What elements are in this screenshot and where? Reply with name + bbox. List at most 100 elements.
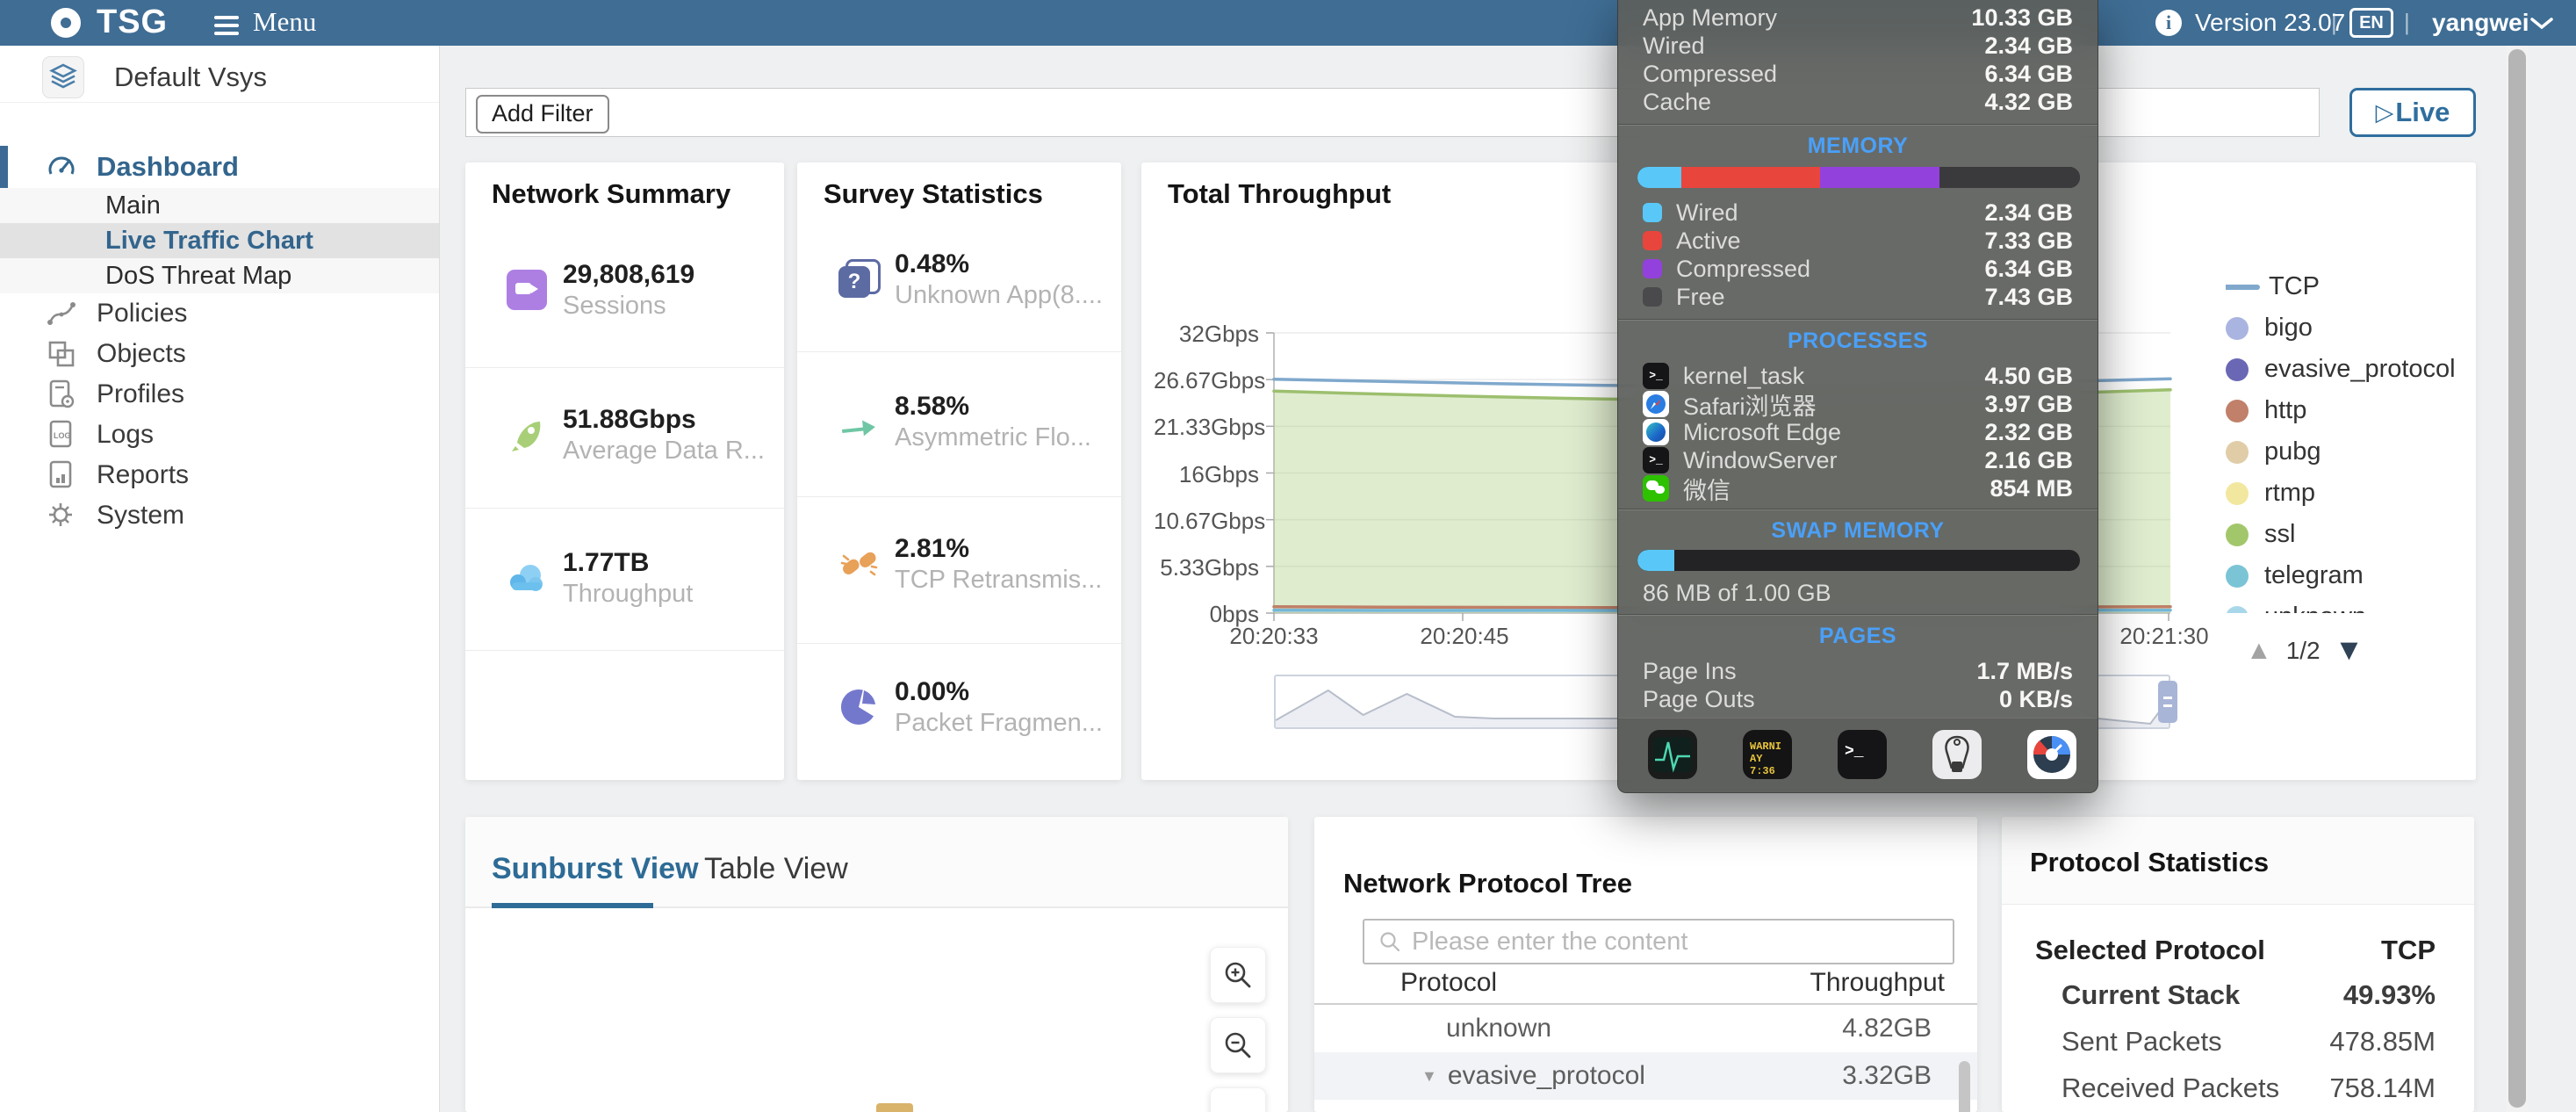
sidebar-item-policies[interactable]: Policies — [0, 293, 485, 334]
sidebar-item-logs[interactable]: LOG Logs — [0, 415, 485, 455]
terminal-icon[interactable]: >_ — [1838, 730, 1887, 779]
profiles-icon — [46, 379, 77, 410]
username-menu[interactable]: yangwei — [2432, 9, 2529, 37]
tab-table-view[interactable]: Table View — [704, 852, 848, 886]
y-tick: 5.33Gbps — [1154, 554, 1259, 581]
legend-pagination: ▲ 1/2 ▼ — [2246, 633, 2364, 668]
tree-scrollbar-thumb[interactable] — [1959, 1061, 1970, 1112]
legend-dot-swatch — [2226, 482, 2249, 505]
column-header-protocol[interactable]: Protocol — [1400, 968, 1497, 998]
asymmetric-flow-stat: 8.58% Asymmetric Flo... — [797, 386, 1121, 457]
process-row-wechat[interactable]: 微信 854 MB — [1643, 474, 2073, 502]
tree-row-melon-vpn[interactable]: melon_vpn 3.27GB — [1314, 1100, 1977, 1112]
live-button-label: Live — [2395, 97, 2450, 128]
process-row-edge[interactable]: Microsoft Edge 2.32 GB — [1643, 418, 2073, 446]
legend-page-down-icon[interactable]: ▼ — [2335, 633, 2364, 668]
memory-legend-active: Active 7.33 GB — [1643, 227, 2073, 255]
tree-row-value: 3.27GB — [1842, 1108, 1932, 1112]
search-icon — [1378, 930, 1401, 953]
legend-item-tcp[interactable]: TCP — [2226, 266, 2472, 307]
live-button[interactable]: ▷ Live — [2349, 88, 2476, 137]
activity-monitor-icon[interactable] — [1648, 730, 1697, 779]
info-icon[interactable]: i — [2155, 10, 2182, 36]
tree-row-value: 3.32GB — [1842, 1061, 1932, 1091]
throughput-stat: 1.77TB Throughput — [465, 543, 784, 613]
collapse-arrow-icon[interactable]: ▼ — [1421, 1067, 1437, 1086]
add-filter-button[interactable]: Add Filter — [476, 95, 609, 134]
slider-handle[interactable] — [2158, 681, 2177, 723]
stat-value: 1.77TB — [563, 547, 693, 579]
legend-item-unknown[interactable]: unknown — [2226, 596, 2472, 613]
tree-row-label: evasive_protocol — [1448, 1061, 1645, 1091]
sunburst-card: Sunburst View Table View — [465, 817, 1288, 1112]
legend-item-evasive-protocol[interactable]: evasive_protocol — [2226, 349, 2472, 390]
memory-usage-bar — [1637, 167, 2080, 188]
istat-memory-popover: App Memory 10.33 GB Wired 2.34 GB Compre… — [1617, 0, 2098, 793]
process-row-windowserver[interactable]: >_WindowServer 2.16 GB — [1643, 446, 2073, 474]
version-label: Version 23.07 — [2195, 9, 2345, 37]
sidebar-item-profiles[interactable]: Profiles — [0, 374, 485, 415]
zoom-in-button[interactable] — [1210, 947, 1266, 1003]
protocol-tree-card: Network Protocol Tree Protocol Throughpu… — [1314, 817, 1977, 1112]
tab-sunburst-view[interactable]: Sunburst View — [492, 852, 699, 886]
process-row-safari[interactable]: Safari浏览器 3.97 GB — [1643, 390, 2073, 418]
card-title: Total Throughput — [1168, 178, 1391, 210]
stat-label: Selected Protocol — [2035, 935, 2265, 966]
memory-bar-segment-compressed — [1820, 167, 1939, 188]
sidebar-item-system[interactable]: System — [0, 495, 485, 536]
hamburger-menu-icon[interactable] — [214, 11, 239, 40]
x-tick: 20:20:45 — [1390, 623, 1539, 650]
sidebar-item-label: Live Traffic Chart — [105, 227, 313, 256]
stat-value: 478.85M — [2329, 1026, 2436, 1058]
legend-item-ssl[interactable]: ssl — [2226, 514, 2472, 555]
language-switcher[interactable]: EN — [2349, 8, 2393, 38]
gauge-app-icon[interactable] — [2027, 730, 2076, 779]
calipers-icon[interactable] — [1932, 730, 1982, 779]
sidebar-item-live-traffic-chart[interactable]: Live Traffic Chart — [0, 223, 439, 258]
sidebar-item-dos-threat-map[interactable]: DoS Threat Map — [0, 258, 439, 293]
legend-item-pubg[interactable]: pubg — [2226, 431, 2472, 473]
x-tick: 20:21:30 — [2090, 623, 2239, 650]
sidebar-item-objects[interactable]: Objects — [0, 334, 485, 374]
tree-row-unknown[interactable]: unknown 4.82GB — [1314, 1005, 1977, 1052]
stat-value: 0.00% — [895, 676, 1103, 708]
dashboard-gauge-icon — [46, 151, 77, 183]
sidebar-item-main[interactable]: Main — [0, 188, 439, 223]
page-scrollbar-thumb[interactable] — [2508, 49, 2526, 1108]
sent-packets-row: Sent Packets 478.85M — [2002, 1026, 2474, 1058]
page-ins-row: Page Ins 1.7 MB/s — [1643, 657, 2073, 685]
sidebar-item-dashboard[interactable]: Dashboard — [0, 146, 485, 188]
warning-clock-icon[interactable]: WARNIAY 7:36 — [1743, 730, 1792, 779]
sunburst-chart-sliver[interactable] — [876, 1103, 913, 1112]
reset-view-button[interactable] — [1210, 1087, 1266, 1112]
tree-search-input[interactable] — [1410, 927, 1905, 957]
stat-label: Packet Fragmen... — [895, 708, 1103, 738]
tree-search-box[interactable] — [1363, 919, 1954, 964]
stat-value: 0.48% — [895, 249, 1103, 280]
chart-legend: TCP bigo evasive_protocol http pubg rtmp — [2226, 266, 2472, 613]
tree-row-evasive-protocol[interactable]: ▼ evasive_protocol 3.32GB — [1314, 1052, 1977, 1100]
top-bar: TSG Menu i Version 23.07 | EN | yangwei — [0, 0, 2576, 46]
zoom-out-button[interactable] — [1210, 1017, 1266, 1073]
column-header-throughput[interactable]: Throughput — [1810, 968, 1945, 998]
rocket-icon — [507, 415, 547, 455]
legend-item-rtmp[interactable]: rtmp — [2226, 473, 2472, 514]
memory-bar-segment-free — [1939, 167, 2080, 188]
sidebar-item-label: Reports — [97, 460, 189, 490]
menu-button[interactable]: Menu — [253, 6, 316, 38]
process-row-kernel-task[interactable]: >_kernel_task 4.50 GB — [1643, 362, 2073, 390]
stat-value: 2.81% — [895, 533, 1102, 565]
chevron-down-icon[interactable] — [2529, 16, 2555, 32]
vsys-selector[interactable]: Default Vsys — [0, 53, 439, 103]
brand-logo: TSG — [97, 4, 168, 41]
terminal-icon: >_ — [1643, 363, 1669, 389]
legend-item-telegram[interactable]: telegram — [2226, 555, 2472, 596]
network-summary-card: Network Summary 29,808,619 Sessions 51 — [465, 162, 784, 780]
sidebar-item-reports[interactable]: Reports — [0, 455, 485, 495]
legend-page-up-icon[interactable]: ▲ — [2246, 636, 2272, 666]
legend-item-bigo[interactable]: bigo — [2226, 307, 2472, 349]
packet-fragment-stat: 0.00% Packet Fragmen... — [797, 672, 1121, 742]
legend-item-http[interactable]: http — [2226, 390, 2472, 431]
card-title: Network Protocol Tree — [1343, 868, 1632, 899]
tree-row-value: 4.82GB — [1842, 1014, 1932, 1043]
